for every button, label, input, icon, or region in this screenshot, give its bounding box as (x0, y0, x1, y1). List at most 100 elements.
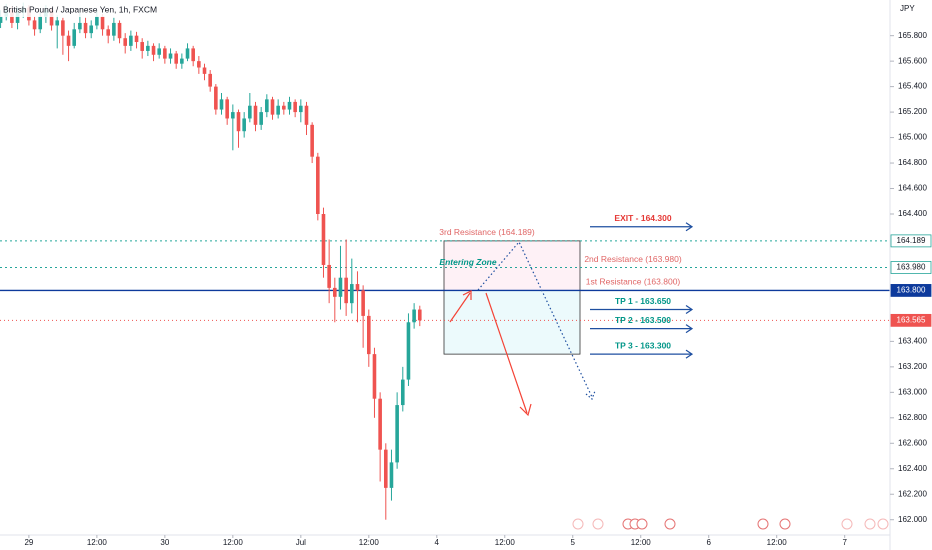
x-tick-label: 5 (571, 538, 576, 547)
chart-title: British Pound / Japanese Yen, 1h, FXCM (3, 4, 157, 14)
x-tick-label: 7 (842, 538, 847, 547)
y-tick-label: 163.000 (898, 387, 927, 396)
candle-body (231, 112, 235, 119)
candle-body (265, 99, 269, 113)
x-tick-label: 12:00 (223, 538, 244, 547)
resistance-zone (443, 240, 581, 291)
candle-body (72, 29, 77, 46)
candle-body (378, 398, 382, 450)
y-tick-label: 165.800 (898, 31, 927, 40)
candle-body (282, 105, 286, 110)
candle-body (197, 61, 201, 68)
y-tick-label: 162.200 (898, 489, 927, 498)
price-label-box (890, 261, 932, 274)
candle-body (367, 315, 371, 355)
resistance-label: 1st Resistance (163.800) (586, 277, 681, 287)
candle-body (350, 284, 354, 304)
arrow-head (462, 290, 472, 300)
candle-layer (0, 2, 422, 520)
candle-body (0, 16, 3, 23)
candle-body (219, 99, 224, 110)
candle-body (95, 16, 99, 26)
candle-body (106, 29, 111, 36)
event-icon (572, 518, 584, 530)
y-tick-label: 163.200 (898, 362, 927, 371)
event-icon (757, 518, 769, 530)
candle-body (146, 45, 150, 51)
candle-body (191, 48, 195, 62)
arrow-head (685, 324, 694, 334)
candle-body (129, 35, 133, 46)
y-tick-label: 165.000 (898, 133, 927, 142)
candle-body (355, 284, 360, 291)
candle-body (417, 309, 422, 321)
y-tick-label: 162.000 (898, 515, 927, 524)
candle-body (83, 22, 88, 34)
candle-body (140, 42, 144, 51)
x-tick-label: 12:00 (87, 538, 108, 547)
price-label: 163.980 (897, 263, 926, 272)
candle-body (214, 86, 218, 110)
candle-body (310, 124, 314, 157)
y-tick-label: 162.400 (898, 464, 927, 473)
price-label: 164.189 (897, 236, 926, 245)
arrow-head (685, 305, 694, 315)
candle-body (383, 449, 388, 488)
candle-body (248, 105, 252, 119)
candle-body (38, 16, 43, 30)
down-arrow (485, 292, 528, 414)
candle-body (293, 101, 297, 113)
candle-body (15, 12, 20, 23)
event-icon (636, 518, 648, 530)
price-label: 163.565 (897, 315, 926, 324)
entry-arrow (449, 292, 471, 323)
candle-body (49, 10, 54, 26)
event-icon (841, 518, 853, 530)
candle-body (361, 290, 365, 316)
resistance-label: 3rd Resistance (164.189) (439, 227, 535, 237)
arrow-head (685, 222, 694, 232)
candle-body (78, 22, 82, 30)
event-icon (877, 518, 889, 530)
arrow-head (685, 349, 694, 359)
candle-body (55, 20, 60, 26)
y-tick-label: 164.600 (898, 184, 927, 193)
candle-body (327, 264, 331, 288)
candle-body (66, 35, 71, 46)
y-tick-label: 165.400 (898, 82, 927, 91)
candle-body (157, 48, 161, 55)
candle-body (151, 45, 156, 55)
candle-body (168, 53, 173, 59)
target-label: TP 1 - 163.650 (615, 296, 671, 306)
x-tick-label: 30 (160, 538, 169, 547)
x-tick-label: 29 (24, 538, 33, 547)
x-tick-label: 4 (435, 538, 440, 547)
candle-body (276, 105, 280, 115)
candle-body (316, 156, 320, 214)
candle-body (400, 379, 405, 406)
time-axis-bg (0, 535, 932, 550)
candle-body (338, 277, 343, 297)
candle-body (259, 112, 263, 125)
projection-path (477, 240, 593, 398)
candle-body (112, 22, 116, 36)
y-tick-label: 164.400 (898, 209, 927, 218)
x-tick-label: 12:00 (631, 538, 652, 547)
price-label-box (890, 234, 932, 248)
candle-body (242, 118, 246, 132)
y-tick-label: 164.800 (898, 158, 927, 167)
candle-body (344, 277, 348, 304)
candle-body (304, 105, 309, 125)
candle-body (208, 73, 212, 87)
candle-body (202, 67, 207, 74)
candle-body (134, 35, 139, 43)
event-icon (779, 518, 791, 530)
annotation-layer: Entering Zone 3rd Resistance (164.189) 2nd… (439, 213, 694, 417)
candle-body (270, 99, 275, 115)
y-tick-label: 165.600 (898, 56, 927, 65)
candle-body (61, 20, 65, 36)
price-label-box (890, 284, 932, 297)
